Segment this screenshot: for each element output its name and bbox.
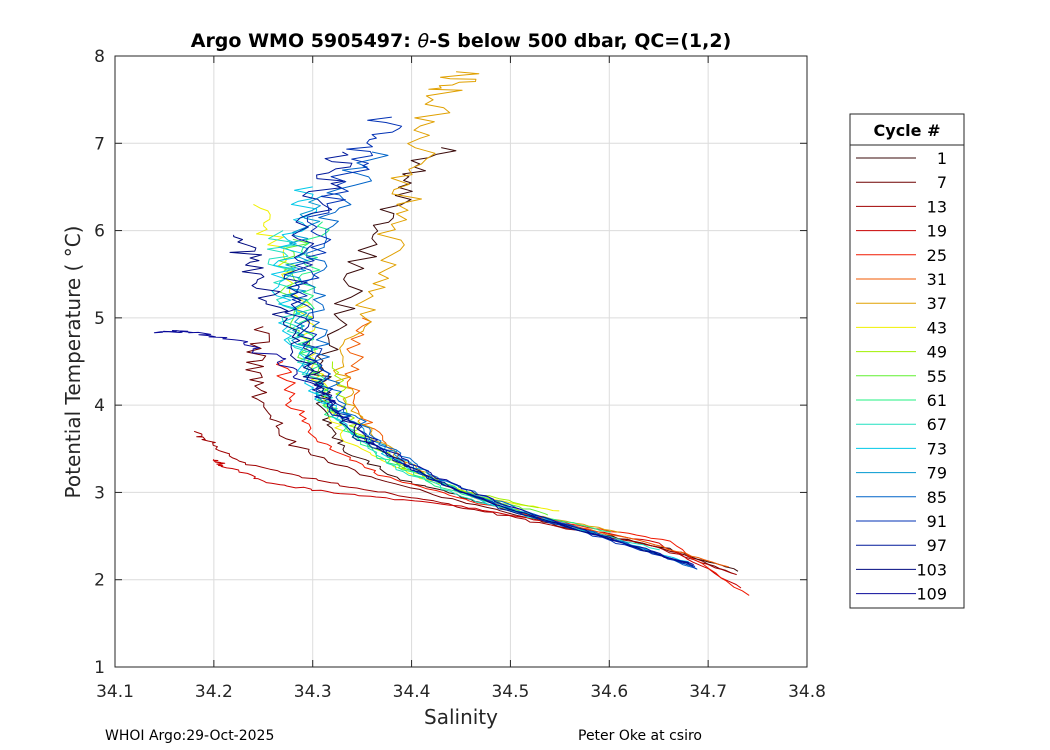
legend: Cycle # 1 7 13 19 25 31 37 43 49 55 61 67 73 79 85 91 97… <box>849 113 965 609</box>
legend-label: 7 <box>937 173 947 192</box>
x-tick-label: 34.7 <box>689 682 727 702</box>
xtick-labels: 34.1 34.2 34.3 34.4 34.5 34.6 34.7 34.8 <box>96 682 826 702</box>
series-line-cycle-85 <box>303 151 698 570</box>
legend-label: 73 <box>927 439 947 458</box>
chart-title: Argo WMO 5905497: θ-S below 500 dbar, QC… <box>191 30 732 52</box>
series-line-cycle-19 <box>212 459 742 589</box>
legend-label: 49 <box>927 343 947 362</box>
legend-label: 103 <box>916 560 947 579</box>
ytick-labels: 1 2 3 4 5 6 7 8 <box>94 47 105 678</box>
series-line-cycle-109 <box>153 330 694 566</box>
x-tick-label: 34.6 <box>590 682 628 702</box>
legend-label: 109 <box>916 585 947 604</box>
legend-label: 67 <box>927 415 947 434</box>
axes-background <box>115 56 807 667</box>
x-tick-label: 34.2 <box>195 682 233 702</box>
legend-label: 1 <box>937 149 947 168</box>
legend-label: 55 <box>927 367 947 386</box>
x-axis-label: Salinity <box>424 705 498 729</box>
series-group <box>153 71 750 596</box>
y-axis-label: Potential Temperature ( °C) <box>61 226 85 499</box>
legend-box <box>849 113 965 609</box>
legend-label: 43 <box>927 318 947 337</box>
y-tick-label: 2 <box>94 571 105 591</box>
y-tick-label: 1 <box>94 658 105 678</box>
x-tick-label: 34.4 <box>393 682 431 702</box>
y-tick-label: 5 <box>94 309 105 329</box>
legend-label: 85 <box>927 488 947 507</box>
x-tick-label: 34.3 <box>294 682 332 702</box>
legend-label: 37 <box>927 294 947 313</box>
legend-label: 13 <box>927 197 947 216</box>
x-tick-label: 34.1 <box>96 682 134 702</box>
y-tick-label: 6 <box>94 222 105 242</box>
y-tick-label: 8 <box>94 47 105 67</box>
legend-label: 91 <box>927 512 947 531</box>
series-line-cycle-25 <box>276 361 750 596</box>
legend-label: 97 <box>927 536 947 555</box>
legend-label: 79 <box>927 464 947 483</box>
series-line-cycle-7 <box>245 326 733 574</box>
legend-label: 19 <box>927 222 947 241</box>
legend-label: 61 <box>927 391 947 410</box>
grid <box>114 55 808 668</box>
footer-date: WHOI Argo:29-Oct-2025 <box>105 728 274 744</box>
y-tick-label: 4 <box>94 396 105 416</box>
legend-entries: 1 7 13 19 25 31 37 43 49 55 61 67 73 79 85 91 97 103 109 <box>856 149 947 604</box>
legend-title: Cycle # <box>874 121 941 140</box>
legend-label: 31 <box>927 270 947 289</box>
x-tick-label: 34.5 <box>491 682 529 702</box>
series-line-cycle-97 <box>283 151 696 567</box>
y-tick-label: 7 <box>94 134 105 154</box>
series-line-cycle-13 <box>193 430 737 576</box>
x-tick-label: 34.8 <box>788 682 826 702</box>
axes-frame <box>114 55 808 668</box>
legend-label: 25 <box>927 246 947 265</box>
ticks <box>114 55 808 668</box>
series-line-cycle-103 <box>229 234 690 564</box>
y-tick-label: 3 <box>94 483 105 503</box>
footer-author: Peter Oke at csiro <box>578 728 702 744</box>
